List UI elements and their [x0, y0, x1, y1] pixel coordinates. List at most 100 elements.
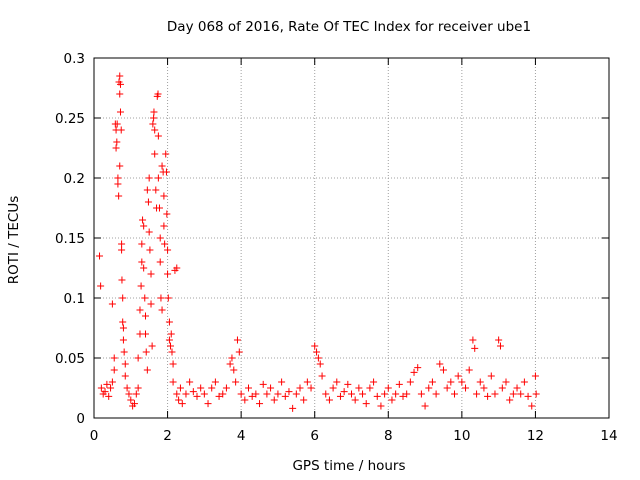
data-point-marker	[447, 378, 455, 386]
data-point-marker	[348, 390, 355, 398]
data-point-marker	[373, 392, 381, 400]
x-tick-label: 0	[90, 428, 99, 444]
y-tick-label: 0.05	[55, 351, 85, 367]
data-point-marker	[211, 378, 219, 386]
data-point-marker	[307, 384, 315, 392]
data-point-marker	[388, 396, 396, 404]
data-point-marker	[182, 390, 190, 398]
data-point-marker	[164, 246, 172, 254]
data-point-marker	[333, 378, 341, 386]
y-axis-label: ROTI / TECUs	[6, 196, 22, 284]
data-point-marker	[395, 380, 403, 388]
data-point-marker	[169, 378, 177, 386]
data-point-marker	[107, 384, 115, 392]
data-point-marker	[152, 186, 160, 194]
data-point-marker	[362, 400, 370, 408]
data-point-marker	[451, 390, 458, 398]
data-point-marker	[97, 282, 105, 290]
data-point-marker	[281, 392, 289, 400]
data-point-marker	[417, 390, 425, 398]
data-point-marker	[156, 234, 164, 242]
y-tick-label: 0.1	[64, 291, 85, 307]
data-point-marker	[410, 368, 418, 376]
data-point-marker	[237, 390, 245, 398]
data-point-marker	[491, 390, 499, 398]
data-point-marker	[114, 174, 122, 182]
data-point-marker	[517, 390, 525, 398]
data-point-marker	[432, 390, 440, 398]
data-point-marker	[119, 318, 127, 326]
data-point-marker	[157, 294, 165, 302]
data-point-marker	[145, 174, 153, 182]
data-point-marker	[532, 390, 540, 398]
data-point-marker	[241, 396, 249, 404]
data-point-marker	[300, 396, 308, 404]
data-point-marker	[274, 390, 282, 398]
data-point-marker	[329, 384, 337, 392]
data-point-marker	[228, 354, 236, 362]
data-point-marker	[484, 392, 492, 400]
data-point-marker	[164, 294, 172, 302]
data-point-marker	[263, 390, 271, 398]
data-point-marker	[151, 150, 159, 158]
data-point-marker	[118, 240, 126, 248]
data-point-marker	[138, 240, 146, 248]
data-point-marker	[169, 360, 177, 368]
data-point-marker	[119, 324, 127, 332]
data-point-marker	[340, 388, 348, 396]
data-point-marker	[428, 378, 436, 386]
data-point-marker	[117, 126, 125, 134]
x-tick-label: 6	[310, 428, 319, 444]
data-point-marker	[498, 384, 506, 392]
data-point-marker	[151, 126, 159, 134]
data-point-marker	[121, 372, 129, 380]
data-point-marker	[471, 344, 479, 352]
data-point-marker	[193, 392, 201, 400]
data-point-marker	[222, 384, 230, 392]
y-tick-label: 0.15	[55, 231, 85, 247]
data-point-marker	[158, 306, 166, 314]
data-point-marker	[167, 330, 175, 338]
data-point-marker	[245, 384, 252, 392]
data-point-marker	[143, 186, 151, 194]
data-point-marker	[248, 392, 256, 400]
data-point-marker	[252, 390, 260, 398]
data-point-marker	[232, 378, 240, 386]
data-point-marker	[142, 330, 149, 338]
data-point-marker	[121, 360, 129, 368]
data-point-marker	[316, 360, 324, 368]
data-point-marker	[173, 264, 181, 272]
data-point-marker	[513, 384, 521, 392]
data-point-marker	[496, 342, 504, 350]
data-point-marker	[197, 384, 205, 392]
data-point-marker	[256, 400, 264, 408]
data-point-marker	[134, 354, 142, 362]
data-point-marker	[163, 210, 171, 218]
data-point-marker	[125, 390, 133, 398]
data-point-marker	[119, 294, 127, 302]
data-point-marker	[156, 258, 164, 266]
data-point-marker	[148, 342, 156, 350]
data-point-marker	[189, 388, 197, 396]
data-point-marker	[259, 380, 267, 388]
data-point-marker	[384, 384, 392, 392]
data-point-marker	[377, 402, 385, 410]
data-point-marker	[110, 354, 118, 362]
data-point-marker	[149, 120, 157, 128]
data-point-marker	[289, 404, 297, 412]
data-point-marker	[443, 384, 451, 392]
data-point-marker	[322, 390, 330, 398]
data-point-marker	[147, 270, 155, 278]
data-point-marker	[173, 390, 181, 398]
data-point-marker	[150, 114, 158, 122]
x-tick-label: 4	[237, 428, 246, 444]
data-point-marker	[480, 384, 488, 392]
data-point-marker	[528, 402, 536, 410]
data-point-marker	[392, 390, 400, 398]
data-point-marker	[235, 348, 243, 356]
data-point-marker	[186, 378, 194, 386]
data-point-marker	[154, 174, 162, 182]
data-point-marker	[292, 390, 300, 398]
data-point-marker	[381, 390, 389, 398]
data-point-marker	[146, 246, 154, 254]
